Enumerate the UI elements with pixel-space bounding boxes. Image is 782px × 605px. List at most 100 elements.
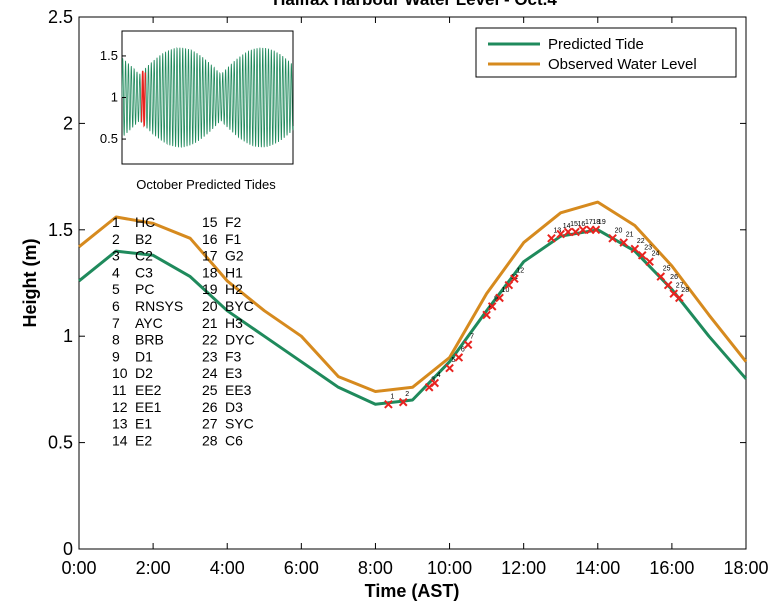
marker-23 xyxy=(637,251,647,260)
station-number: 5 xyxy=(112,281,120,297)
marker-label: 14 xyxy=(563,223,571,230)
marker-13 xyxy=(547,234,556,243)
marker-25 xyxy=(656,272,666,281)
station-code: E2 xyxy=(135,432,152,448)
station-code: B2 xyxy=(135,231,152,247)
station-code: D2 xyxy=(135,365,153,381)
marker-24 xyxy=(645,257,654,267)
x-tick-label: 2:00 xyxy=(136,558,171,578)
marker-6 xyxy=(454,353,464,362)
station-code: H2 xyxy=(225,281,243,297)
station-number: 16 xyxy=(202,231,218,247)
marker-1 xyxy=(384,399,393,409)
marker-8 xyxy=(482,310,491,320)
marker-label: 15 xyxy=(570,221,578,228)
marker-28 xyxy=(674,293,684,303)
y-tick-label: 1.5 xyxy=(48,220,73,240)
marker-label: 25 xyxy=(663,266,671,273)
station-code: F2 xyxy=(225,214,242,230)
station-code: SYC xyxy=(225,416,254,432)
marker-label: 18 xyxy=(592,219,600,226)
station-code: DYC xyxy=(225,332,255,348)
inset-ticks: 0.5 1 1.5 xyxy=(100,48,126,146)
station-code: AYC xyxy=(135,315,163,331)
station-code: EE2 xyxy=(135,382,162,398)
x-tick-label: 0:00 xyxy=(61,558,96,578)
marker-10 xyxy=(495,293,504,303)
station-code: BYC xyxy=(225,298,254,314)
station-number: 11 xyxy=(112,382,127,398)
axes: 0:00 2:00 4:00 6:00 8:00 10:00 12:00 14:00 16:00… xyxy=(48,7,769,578)
marker-label: 27 xyxy=(676,283,684,290)
inset-tide-series xyxy=(121,46,294,149)
marker-label: 17 xyxy=(585,219,593,226)
legend-box xyxy=(475,27,737,78)
marker-label: 22 xyxy=(637,238,645,245)
x-tick-label: 16:00 xyxy=(649,558,694,578)
marker-label: 10 xyxy=(502,287,510,294)
station-code: H3 xyxy=(225,315,243,331)
marker-label: 2 xyxy=(405,391,409,398)
marker-label: 5 xyxy=(452,357,456,364)
station-code: E1 xyxy=(135,416,152,432)
station-number: 13 xyxy=(112,416,128,432)
station-number: 25 xyxy=(202,382,218,398)
x-tick-label: 8:00 xyxy=(358,558,393,578)
station-number: 20 xyxy=(202,298,218,314)
station-code: EE3 xyxy=(225,382,252,398)
y-tick-label: 2.5 xyxy=(48,7,73,27)
legend-label-observed: Observed Water Level xyxy=(548,56,697,73)
marker-9 xyxy=(487,302,497,311)
station-number: 12 xyxy=(112,399,128,415)
station-number: 19 xyxy=(202,281,218,297)
station-code: EE1 xyxy=(135,399,162,415)
marker-14 xyxy=(556,229,566,239)
marker-21 xyxy=(619,238,629,247)
marker-label: 6 xyxy=(461,346,465,353)
station-number: 3 xyxy=(112,248,120,264)
station-number: 15 xyxy=(202,214,218,230)
marker-22 xyxy=(630,244,640,254)
marker-label: 26 xyxy=(670,274,678,281)
station-number: 10 xyxy=(112,365,128,381)
marker-label: 24 xyxy=(652,251,660,258)
x-tick-label: 6:00 xyxy=(284,558,319,578)
station-code: D1 xyxy=(135,348,153,364)
marker-label: 19 xyxy=(598,219,606,226)
station-number: 14 xyxy=(112,432,128,448)
series-layer xyxy=(78,200,748,406)
station-code: C3 xyxy=(135,264,153,280)
station-code: C2 xyxy=(135,248,153,264)
y-tick-label: 0.5 xyxy=(48,433,73,453)
marker-label: 16 xyxy=(578,221,586,228)
station-number: 2 xyxy=(112,231,120,247)
marker-2 xyxy=(398,397,408,407)
station-number: 7 xyxy=(112,315,120,331)
marker-label: 20 xyxy=(615,227,623,234)
station-number: 4 xyxy=(112,264,120,280)
legend: Predicted Tide Observed Water Level xyxy=(475,27,737,78)
station-code: F3 xyxy=(225,348,242,364)
inset-y-tick-label: 1.5 xyxy=(100,48,118,63)
y-tick-label: 0 xyxy=(63,539,73,559)
inset-y-tick-label: 0.5 xyxy=(100,131,118,146)
marker-layer: 1234567891011121314151617181920212223242… xyxy=(384,219,689,409)
y-tick-label: 2 xyxy=(63,113,73,133)
x-tick-label: 18:00 xyxy=(723,558,768,578)
station-number: 28 xyxy=(202,432,218,448)
station-code: RNSYS xyxy=(135,298,183,314)
station-number: 1 xyxy=(112,214,120,230)
marker-12 xyxy=(510,274,519,284)
inset-series xyxy=(121,46,294,149)
y-axis-title: Height (m) xyxy=(20,239,40,328)
station-number: 21 xyxy=(202,315,218,331)
inset-chart: 0.5 1 1.5 October Predicted Tides xyxy=(100,30,294,192)
station-code: BRB xyxy=(135,332,164,348)
inset-y-tick-label: 1 xyxy=(111,90,118,105)
x-axis-title: Time (AST) xyxy=(365,581,460,601)
marker-label: 3 xyxy=(431,376,435,383)
station-number: 27 xyxy=(202,416,218,432)
station-number: 22 xyxy=(202,332,218,348)
station-number: 6 xyxy=(112,298,120,314)
